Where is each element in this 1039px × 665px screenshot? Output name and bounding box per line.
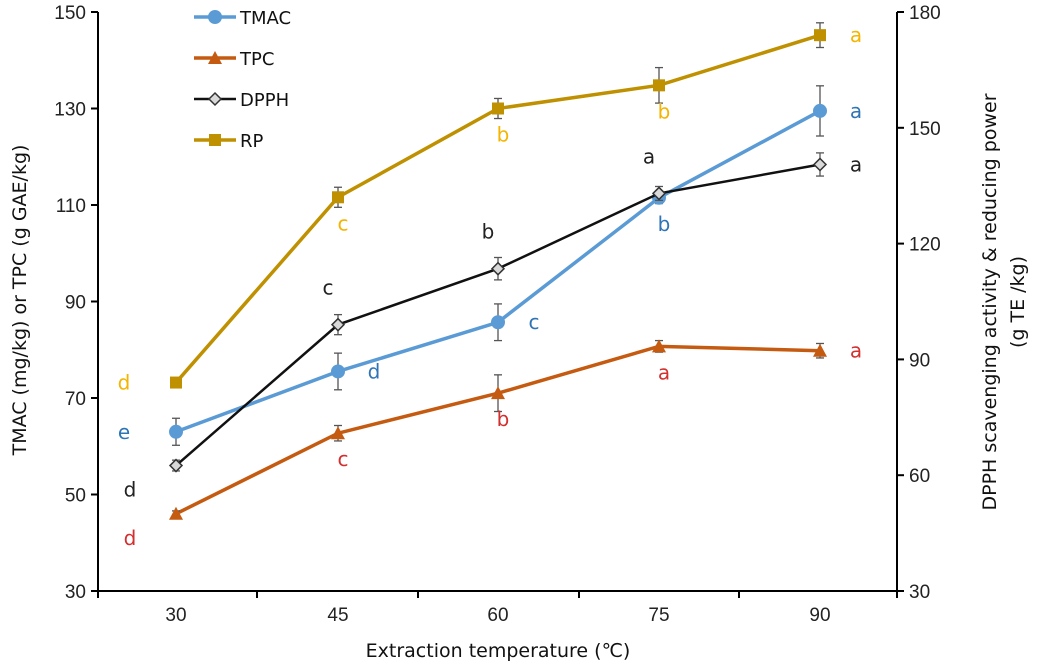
data-point-rp — [332, 191, 344, 204]
x-tick-label: 30 — [165, 605, 186, 626]
data-point-tmac — [331, 364, 345, 379]
legend-label-rp: RP — [240, 131, 264, 152]
significance-letter: b — [482, 220, 495, 244]
data-point-rp — [653, 79, 665, 92]
significance-letter: d — [124, 526, 137, 550]
y-right-tick-label: 180 — [909, 3, 941, 24]
y-right-tick-label: 30 — [909, 582, 930, 603]
data-point-dpph — [490, 261, 506, 276]
significance-letter: c — [338, 211, 349, 235]
significance-letter: a — [850, 339, 862, 363]
legend-marker-rp — [209, 134, 221, 146]
legend-label-dpph: DPPH — [240, 90, 289, 111]
data-point-rp — [814, 29, 826, 42]
data-point-tmac — [813, 103, 827, 118]
y-left-tick-label: 110 — [56, 196, 86, 217]
data-point-tmac — [491, 315, 505, 330]
data-point-tpc — [491, 386, 505, 400]
x-tick-label: 45 — [327, 605, 348, 626]
y-left-tick-label: 90 — [65, 293, 86, 314]
data-point-tpc — [652, 339, 666, 353]
data-point-tpc — [813, 343, 827, 357]
y-left-axis-title: TMAC (mg/kg) or TPC (g GAE/kg) — [9, 145, 31, 457]
legend-label-tmac: TMAC — [239, 8, 291, 29]
y-left-tick-label: 150 — [54, 3, 86, 24]
y-right-axis-title-line1: DPPH scavenging activity & reducing powe… — [979, 93, 1001, 510]
data-point-tpc — [169, 506, 183, 520]
y-right-tick-label: 120 — [909, 235, 941, 256]
data-point-rp — [170, 376, 182, 389]
y-left-tick-label: 30 — [65, 582, 86, 603]
data-point-rp — [492, 102, 504, 115]
significance-letter: c — [529, 310, 540, 334]
legend-marker-tpc — [208, 51, 222, 64]
x-tick-label: 60 — [487, 605, 508, 626]
data-point-dpph — [812, 157, 828, 172]
y-left-tick-label: 70 — [65, 389, 86, 410]
significance-letter: a — [658, 360, 670, 384]
significance-letter: b — [497, 123, 510, 147]
data-point-dpph — [330, 317, 346, 332]
data-point-dpph — [168, 458, 184, 473]
significance-letter: a — [850, 99, 862, 123]
significance-letter: a — [850, 152, 862, 176]
significance-letter: d — [368, 359, 381, 383]
data-point-tmac — [169, 424, 183, 439]
significance-letter: e — [118, 420, 130, 444]
legend-marker-tmac — [208, 10, 222, 24]
y-right-axis-title-line2: (g TE /kg) — [1007, 256, 1029, 348]
legend-marker-dpph — [207, 91, 223, 107]
y-right-tick-label: 150 — [909, 119, 941, 140]
significance-letter: b — [658, 212, 671, 236]
x-tick-label: 90 — [809, 605, 830, 626]
significance-letter: d — [118, 371, 131, 395]
legend: TMAC TPC DPPH RP — [194, 8, 291, 152]
x-axis-title: Extraction temperature (℃) — [366, 640, 631, 662]
significance-letter: c — [338, 447, 349, 471]
significance-letter: a — [643, 144, 655, 168]
legend-label-tpc: TPC — [239, 49, 274, 70]
y-right-tick-label: 90 — [909, 350, 930, 371]
data-point-dpph — [651, 186, 667, 201]
significance-letter: b — [658, 99, 671, 123]
series-dpph: d c b a a — [124, 144, 862, 501]
y-right-tick-label: 60 — [909, 466, 930, 487]
significance-letter: b — [497, 407, 510, 431]
data-point-tpc — [331, 426, 345, 440]
x-tick-label: 75 — [648, 605, 669, 626]
axes: 30 50 70 90 110 130 150 30 60 90 120 150 180 30 45 60 75… — [54, 3, 940, 626]
significance-letter: d — [124, 478, 137, 502]
significance-letter: a — [850, 23, 862, 47]
y-left-tick-label: 50 — [65, 486, 86, 507]
series-tpc: d c b a a — [124, 339, 862, 550]
significance-letter: c — [323, 276, 334, 300]
y-left-tick-label: 130 — [54, 100, 86, 121]
